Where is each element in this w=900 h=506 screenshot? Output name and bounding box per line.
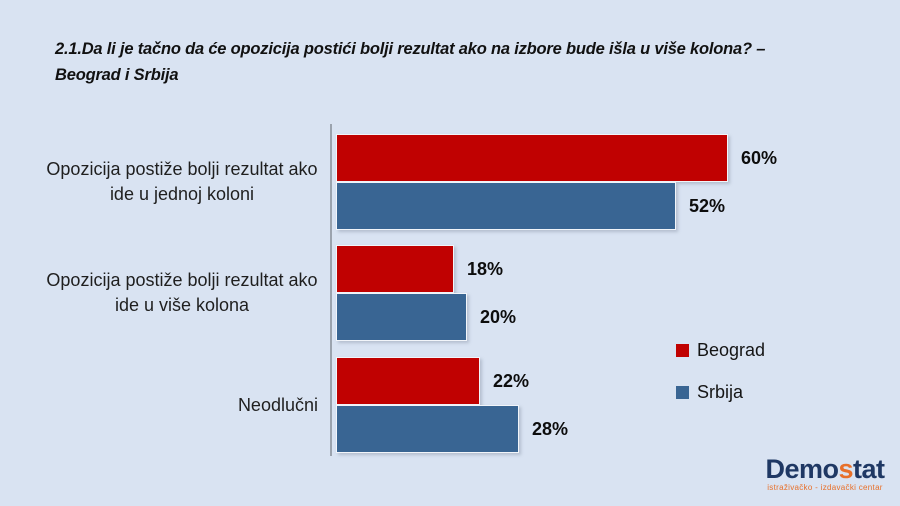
category-axis-line (330, 124, 332, 456)
chart-title-line1: 2.1.Da li je tačno da će opozicija posti… (55, 40, 766, 58)
category-label: Opozicija postiže bolji rezultat ako ide… (46, 270, 318, 315)
data-label: 20% (480, 307, 517, 327)
category-label: Opozicija postiže bolji rezultat ako ide… (46, 159, 318, 204)
srbija-swatch-icon (676, 385, 689, 399)
data-label: 18% (467, 259, 504, 279)
bar-beograd (336, 357, 480, 405)
bar-srbija (336, 405, 519, 453)
demostat-logo: Demostat istraživačko - izdavački centar (760, 455, 890, 492)
data-label: 22% (493, 371, 530, 391)
legend-label-beograd: Beograd (697, 339, 766, 360)
legend: Beograd Srbija (676, 339, 766, 402)
category-label: Neodlučni (237, 394, 318, 415)
demostat-logo-text: Demostat (765, 454, 885, 484)
legend-label-srbija: Srbija (697, 381, 744, 402)
chart-title: 2.1.Da li je tačno da će opozicija posti… (55, 36, 877, 88)
bar-srbija (336, 182, 676, 230)
legend-item-beograd: Beograd (676, 339, 766, 360)
bar-srbija (336, 293, 467, 341)
chart-title-line2: Beograd i Srbija (55, 66, 179, 84)
data-label: 60% (741, 148, 778, 168)
beograd-swatch-icon (676, 343, 689, 357)
demostat-logo-subtitle: istraživačko - izdavački centar (767, 483, 883, 492)
legend-item-srbija: Srbija (676, 381, 765, 402)
bar-beograd (336, 245, 454, 293)
data-label: 52% (689, 196, 726, 216)
data-label: 28% (532, 419, 569, 439)
bar-beograd (336, 134, 728, 182)
